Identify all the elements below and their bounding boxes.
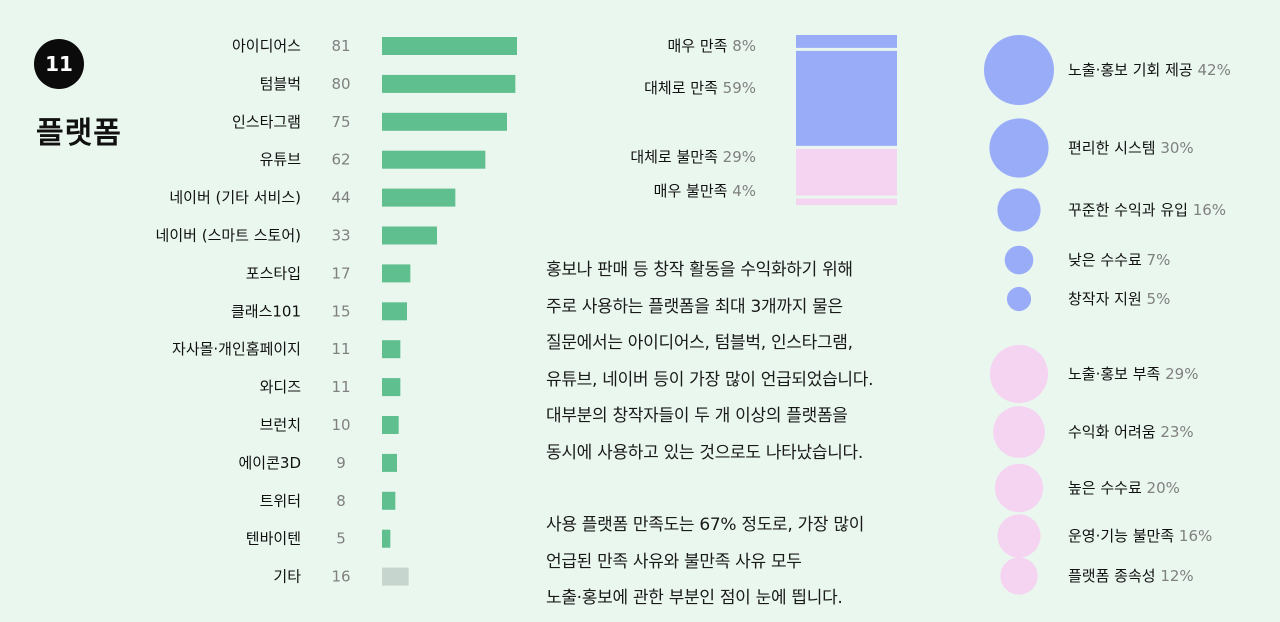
platform-label: 인스타그램 [232, 113, 301, 131]
reason-label: 노출·홍보 부족 29% [1068, 365, 1198, 383]
platform-value: 15 [331, 302, 350, 320]
platform-label: 자사몰·개인홈페이지 [172, 340, 301, 358]
platform-value: 8 [336, 492, 346, 510]
satisfaction-segment [796, 50, 897, 146]
platform-value: 5 [336, 530, 346, 548]
platform-bar [382, 340, 401, 359]
platform-value: 44 [331, 189, 350, 207]
reason-bubble [993, 406, 1045, 458]
platform-bar [382, 302, 407, 321]
platform-value: 10 [331, 416, 350, 434]
satisfaction-label: 매우 만족 8% [667, 37, 756, 55]
platform-bar [382, 491, 396, 510]
reason-label: 창작자 지원 5% [1068, 290, 1170, 308]
reason-label: 수익화 어려움 23% [1068, 423, 1194, 441]
platform-bar [382, 529, 391, 548]
platform-label: 아이디어스 [232, 37, 301, 55]
section-number-badge: 11 [34, 39, 84, 89]
platform-value: 62 [331, 151, 350, 169]
platform-value: 9 [336, 454, 346, 472]
reason-label: 낮은 수수료 7% [1068, 251, 1170, 269]
platform-label: 네이버 (기타 서비스) [169, 189, 301, 207]
platform-bar [382, 453, 397, 472]
platform-value: 33 [331, 227, 350, 245]
reason-label: 높은 수수료 20% [1068, 479, 1180, 497]
platform-label: 트위터 [260, 492, 301, 510]
platform-label: 네이버 (스마트 스토어) [156, 227, 301, 245]
platform-value: 11 [331, 378, 350, 396]
platform-label: 에이콘3D [239, 454, 302, 472]
description-paragraph-2: 사용 플랫폼 만족도는 67% 정도로, 가장 많이 언급된 만족 사유와 불만… [546, 515, 865, 608]
reason-bubble [989, 344, 1049, 404]
platform-bar [382, 567, 409, 586]
description-text: 홍보나 판매 등 창작 활동을 수익화하기 위해 주로 사용하는 플랫폼을 최대… [546, 252, 946, 617]
satisfaction-segment [796, 198, 897, 205]
platform-bar [382, 37, 517, 55]
reason-label: 플랫폼 종속성 12% [1068, 567, 1194, 585]
reason-label: 운영·기능 불만족 16% [1068, 527, 1212, 545]
reason-label: 편리한 시스템 30% [1068, 139, 1194, 157]
reason-bubble [984, 35, 1054, 105]
section-title: 플랫폼 [36, 116, 122, 151]
platform-bar [382, 264, 411, 283]
platform-usage-bar-chart: 아이디어스 81 텀블벅 80 인스타그램 75 유튜브 62 네이버 (기타 서비스) 44 네이… [156, 37, 517, 586]
reason-label: 노출·홍보 기회 제공 42% [1068, 61, 1231, 79]
reason-bubble [997, 514, 1041, 558]
satisfaction-segment [796, 148, 897, 196]
platform-bar [382, 226, 437, 245]
reason-bubble [989, 118, 1049, 178]
satisfaction-label: 대체로 불만족 29% [630, 148, 756, 166]
platform-bar [382, 74, 516, 93]
platform-label: 포스타입 [246, 264, 301, 282]
satisfaction-label: 대체로 만족 59% [644, 79, 756, 97]
reason-bubble [994, 463, 1044, 513]
reason-bubble [997, 188, 1041, 232]
platform-bar [382, 378, 401, 397]
platform-value: 80 [331, 75, 350, 93]
platform-value: 75 [331, 113, 350, 131]
section-number: 11 [45, 52, 73, 76]
platform-label: 클래스101 [231, 302, 301, 320]
reason-bubble [1004, 245, 1034, 275]
platform-value: 81 [331, 37, 350, 55]
reason-bubble [1000, 557, 1038, 595]
satisfaction-segment [796, 35, 897, 48]
platform-value: 17 [331, 264, 350, 282]
platform-value: 16 [331, 568, 350, 586]
reason-bubble [1006, 286, 1032, 312]
platform-value: 11 [331, 340, 350, 358]
platform-label: 텀블벅 [260, 75, 301, 93]
platform-label: 유튜브 [260, 151, 302, 169]
platform-bar [382, 416, 399, 434]
description-paragraph-1: 홍보나 판매 등 창작 활동을 수익화하기 위해 주로 사용하는 플랫폼을 최대… [546, 260, 874, 463]
platform-label: 기타 [273, 568, 301, 586]
platform-label: 와디즈 [260, 378, 302, 396]
platform-label: 텐바이텐 [246, 530, 301, 548]
platform-bar [382, 150, 486, 169]
satisfaction-label: 매우 불만족 4% [654, 182, 756, 200]
platform-bar [382, 188, 456, 207]
platform-label: 브런치 [260, 416, 301, 434]
reason-label: 꾸준한 수익과 유입 16% [1068, 201, 1226, 219]
platform-bar [382, 112, 507, 131]
